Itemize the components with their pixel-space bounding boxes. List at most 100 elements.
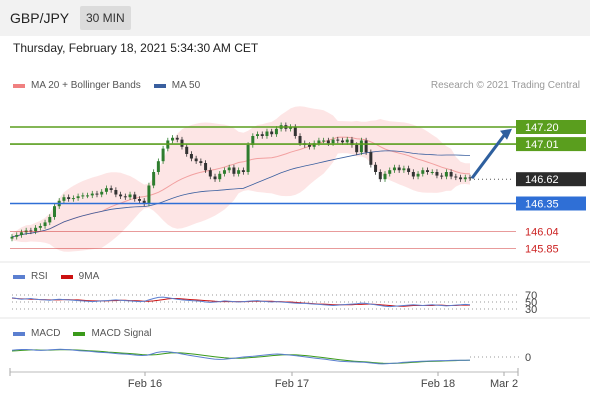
candle-body [265, 131, 269, 136]
ma50-legend-label: MA 50 [171, 80, 201, 91]
rsi-ma-legend-label: 9MA [78, 271, 100, 282]
ma50-swatch [153, 83, 166, 88]
candle-body [237, 170, 241, 174]
candle-body [123, 196, 127, 198]
price-legend: MA 20 + Bollinger Bands MA 50 [13, 80, 200, 91]
candle-body [147, 185, 151, 204]
candle-body [369, 152, 373, 165]
candle-body [114, 190, 118, 195]
candle-body [62, 197, 66, 201]
x-tick-label: Feb 16 [128, 378, 162, 390]
candle-body [156, 161, 160, 172]
candle-body [411, 172, 415, 177]
candle-body [10, 236, 14, 239]
candle-body [416, 173, 420, 177]
candle-body [350, 139, 354, 145]
level-label-pivot: 146.35 [525, 199, 559, 211]
candle-body [175, 137, 179, 140]
candle-body [34, 227, 38, 232]
macd-axis-label: 0 [525, 352, 531, 364]
candle-body [435, 172, 439, 176]
rsi-axis-label: 50 [525, 297, 537, 309]
rsi-axis-label: 70 [525, 290, 537, 302]
candle-body [463, 177, 467, 180]
candle-body [227, 167, 231, 171]
last-price-label: 146.62 [525, 174, 559, 186]
candle-body [222, 170, 226, 174]
candle-body [364, 140, 368, 153]
candle-body [449, 172, 453, 177]
candle-body [336, 139, 340, 141]
candle-body [100, 191, 104, 195]
x-tick-label: Feb 18 [421, 378, 455, 390]
level-label-resistance: 147.01 [525, 139, 559, 151]
currency-pair-title: GBP/JPY [10, 10, 70, 26]
candle-body [312, 143, 316, 147]
timeframe-button[interactable]: 30 MIN [80, 6, 131, 30]
candle-body [256, 134, 260, 136]
candle-body [71, 198, 75, 200]
candle-body [468, 177, 472, 179]
macd-legend-label: MACD [31, 328, 61, 339]
level-tag-pivot [516, 196, 586, 211]
candle-body [76, 196, 80, 199]
candle-body [317, 140, 321, 144]
candle-body [251, 136, 255, 145]
projection-arrow-head [500, 128, 512, 140]
candle-body [345, 139, 349, 143]
candle-body [298, 136, 302, 144]
candle-body [274, 128, 278, 135]
candle-body [43, 222, 47, 226]
candle-body [15, 235, 19, 237]
candle-body [241, 170, 245, 172]
candle-body [359, 140, 363, 153]
candle-body [161, 148, 165, 162]
macd-signal-line [11, 349, 471, 364]
candle-body [171, 137, 175, 141]
candle-body [189, 154, 193, 159]
macd-legend: MACD MACD Signal [13, 328, 151, 339]
x-tick-label: Mar 2 [490, 378, 518, 390]
candle-body [95, 193, 99, 195]
candle-body [307, 145, 311, 147]
candle-body [133, 194, 137, 199]
candle-body [185, 146, 189, 154]
candle-body [246, 145, 250, 172]
last-price-tag [516, 172, 586, 187]
candle-body [378, 172, 382, 180]
candle-body [142, 200, 146, 204]
candle-body [440, 175, 444, 177]
rsi-legend: RSI 9MA [13, 271, 99, 282]
candle-body [322, 140, 326, 142]
candle-body [341, 140, 345, 143]
rsi-swatch [13, 274, 25, 279]
candle-body [232, 167, 236, 174]
candle-body [81, 195, 85, 197]
support-label: 145.85 [525, 244, 559, 256]
ma20-swatch [13, 83, 25, 88]
rsi-line [11, 296, 471, 308]
candle-body [270, 131, 274, 135]
projection-arrow-line [470, 131, 508, 180]
candle-body [213, 176, 217, 180]
candle-body [421, 170, 425, 174]
candle-body [86, 195, 90, 197]
candle-body [199, 161, 203, 163]
candle-body [204, 163, 208, 171]
candle-body [454, 176, 458, 178]
candle-body [208, 170, 212, 177]
candle-body [194, 158, 198, 162]
candle-body [137, 199, 141, 201]
candle-body [374, 164, 378, 172]
candle-body [152, 172, 156, 186]
rsi-axis-label: 30 [525, 304, 537, 316]
candle-body [444, 172, 448, 177]
candle-body [38, 226, 42, 228]
macd-signal-legend-label: MACD Signal [91, 328, 152, 339]
candle-body [293, 127, 297, 136]
candle-body [426, 170, 430, 172]
macd-signal-swatch [73, 331, 86, 336]
candle-body [331, 139, 335, 144]
candle-body [104, 188, 108, 192]
